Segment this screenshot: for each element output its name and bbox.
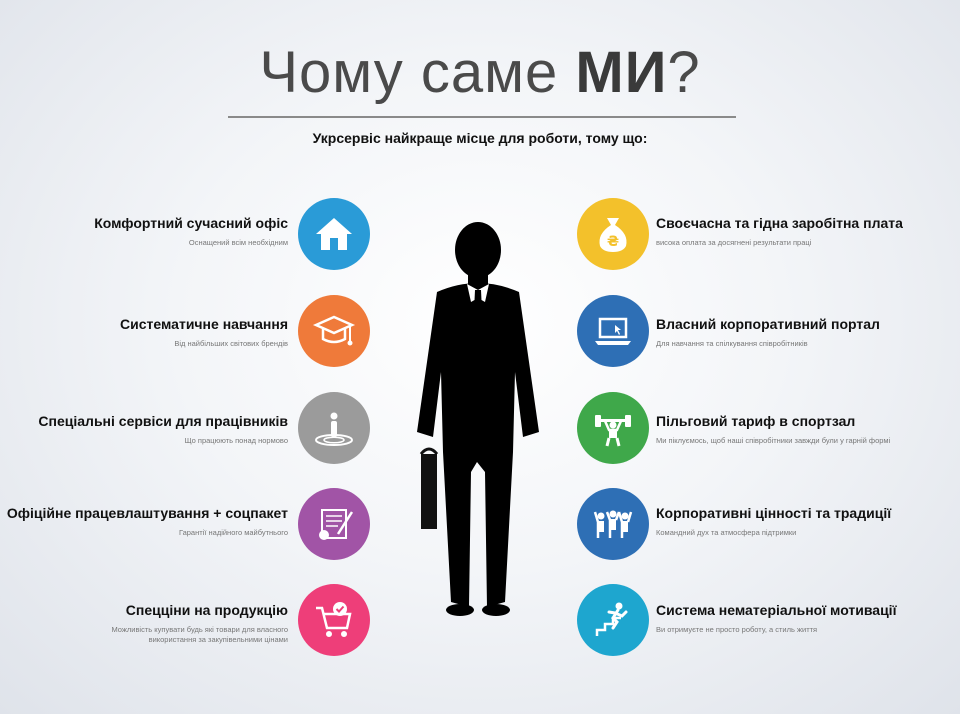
- benefit-head: Своєчасна та гідна заробітна плата: [656, 215, 903, 231]
- person-target-icon: [298, 392, 370, 464]
- title-suffix: ?: [667, 40, 701, 105]
- stairs-climber-icon: [577, 584, 649, 656]
- benefit-head: Корпоративні цінності та традиції: [656, 505, 892, 521]
- benefit-desc: Від найбільших світових брендів: [174, 339, 288, 348]
- benefit-office: Комфортний сучасний офіс Оснащений всім …: [94, 215, 288, 248]
- benefit-gym: Пільговий тариф в спортзал Ми піклуємось…: [656, 413, 890, 446]
- page-title: Чому саме МИ?: [0, 38, 960, 108]
- subtitle: Укрсервіс найкраще місце для роботи, том…: [312, 130, 648, 146]
- benefit-head: Власний корпоративний портал: [656, 316, 880, 332]
- shopping-cart-icon: [298, 584, 370, 656]
- benefit-portal: Власний корпоративний портал Для навчанн…: [656, 316, 880, 349]
- graduation-cap-icon: [298, 295, 370, 367]
- benefit-motivation: Система нематеріальної мотивації Ви отри…: [656, 602, 897, 635]
- title-prefix: Чому саме: [259, 40, 576, 105]
- benefit-head: Пільговий тариф в спортзал: [656, 413, 856, 429]
- house-icon: [298, 198, 370, 270]
- benefit-head: Комфортний сучасний офіс: [94, 215, 288, 231]
- benefit-employment: Офіційне працевлаштування + соцпакет Гар…: [7, 505, 288, 538]
- benefit-services: Спеціальні сервіси для працівників Що пр…: [38, 413, 288, 446]
- svg-text:₴: ₴: [607, 234, 619, 250]
- benefit-head: Спецціни на продукцію: [125, 602, 288, 618]
- certificate-icon: [298, 488, 370, 560]
- benefit-desc: Гарантії надійного майбутнього: [178, 528, 288, 537]
- title-bold: МИ: [575, 40, 668, 105]
- benefit-desc: Ви отримуєте не просто роботу, а стиль ж…: [656, 625, 818, 634]
- benefit-desc: Командний дух та атмосфера підтримки: [656, 528, 797, 537]
- benefit-desc: Оснащений всім необхідним: [188, 238, 288, 247]
- benefit-discount: Спецціни на продукцію Можливість купуват…: [103, 602, 288, 645]
- benefit-values: Корпоративні цінності та традиції Команд…: [656, 505, 891, 538]
- businessman-silhouette-icon: [417, 222, 539, 616]
- benefit-head: Офіційне працевлаштування + соцпакет: [6, 505, 288, 521]
- benefit-head: Спеціальні сервіси для працівників: [38, 413, 288, 429]
- benefit-salary: Своєчасна та гідна заробітна плата висок…: [656, 215, 903, 248]
- benefit-head: Систематичне навчання: [120, 316, 288, 332]
- money-bag-icon: ₴: [577, 198, 649, 270]
- laptop-icon: [577, 295, 649, 367]
- team-icon: [577, 488, 649, 560]
- benefit-desc: висока оплата за досягнені результати пр…: [656, 238, 812, 247]
- benefit-desc: Можливість купувати будь які товари для …: [111, 625, 288, 644]
- benefit-desc: Що працюють понад нормово: [184, 436, 288, 445]
- benefit-desc: Для навчання та спілкування співробітник…: [656, 339, 808, 348]
- title-divider: [228, 116, 736, 118]
- benefit-desc: Ми піклуємось, щоб наші співробітники за…: [656, 436, 891, 445]
- benefit-training: Систематичне навчання Від найбільших сві…: [120, 316, 288, 349]
- benefit-head: Система нематеріальної мотивації: [656, 602, 897, 618]
- weightlifter-icon: [577, 392, 649, 464]
